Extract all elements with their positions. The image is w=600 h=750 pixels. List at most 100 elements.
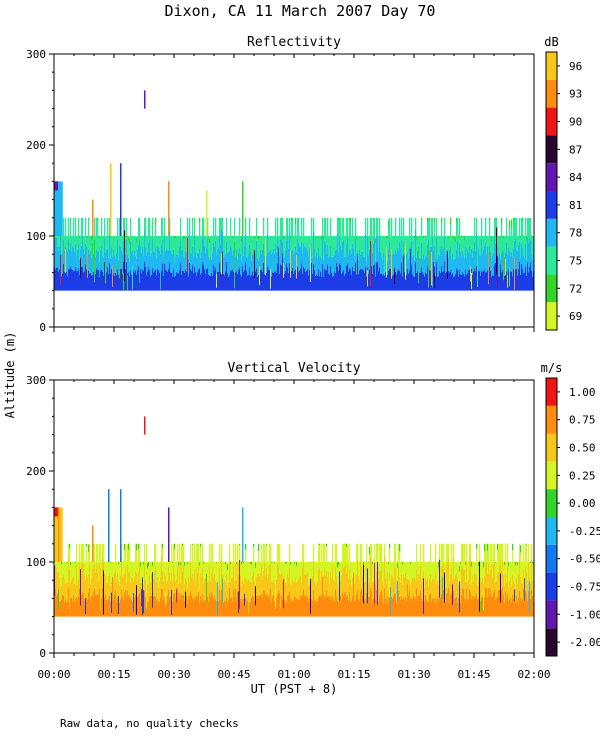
field-cell bbox=[269, 251, 271, 270]
field-cell bbox=[91, 595, 93, 617]
field-cell bbox=[510, 236, 512, 257]
field-cell bbox=[375, 599, 377, 617]
field-cell bbox=[288, 248, 290, 274]
field-cell bbox=[185, 269, 187, 291]
field-cell bbox=[335, 589, 337, 617]
field-cell bbox=[441, 222, 443, 247]
field-cell bbox=[75, 217, 77, 220]
field-cell bbox=[396, 274, 398, 291]
field-cell bbox=[223, 257, 225, 275]
field-cell bbox=[165, 236, 167, 251]
field-cell bbox=[87, 236, 89, 239]
field-cell bbox=[54, 240, 56, 267]
field-cell bbox=[433, 598, 435, 617]
field-cell bbox=[502, 587, 504, 617]
field-cell bbox=[298, 271, 300, 291]
field-cell bbox=[503, 236, 505, 239]
field-cell bbox=[426, 581, 428, 601]
field-cell bbox=[353, 248, 355, 271]
field-cell bbox=[222, 595, 224, 617]
field-cell bbox=[525, 243, 527, 267]
field-cell bbox=[290, 236, 292, 240]
field-cell bbox=[467, 249, 469, 274]
field-cell bbox=[137, 269, 139, 291]
field-cell bbox=[288, 577, 290, 596]
field-cell bbox=[463, 274, 465, 291]
field-cell bbox=[119, 602, 121, 617]
field-cell bbox=[514, 240, 516, 271]
field-cell bbox=[231, 596, 233, 617]
field-cell bbox=[216, 563, 218, 583]
field-cell bbox=[518, 562, 520, 574]
field-cell bbox=[427, 266, 429, 291]
field-cell bbox=[175, 236, 177, 238]
field-cell bbox=[151, 274, 153, 291]
colorbar-swatch bbox=[546, 52, 557, 80]
field-cell bbox=[468, 598, 470, 617]
field-cell bbox=[348, 600, 350, 617]
field-cell bbox=[339, 262, 341, 291]
field-cell bbox=[345, 273, 347, 291]
field-cell bbox=[248, 254, 250, 275]
field-cell bbox=[521, 600, 523, 617]
field-cell bbox=[206, 268, 208, 291]
field-cell bbox=[194, 266, 196, 291]
field-cell bbox=[236, 236, 238, 250]
field-cell bbox=[304, 574, 306, 596]
field-cell bbox=[85, 264, 87, 291]
field-cell bbox=[116, 252, 118, 276]
field-cell bbox=[408, 579, 410, 596]
field-cell bbox=[312, 258, 314, 274]
field-cell bbox=[245, 578, 247, 599]
field-cell bbox=[271, 236, 273, 255]
field-cell bbox=[406, 562, 408, 579]
field-cell bbox=[181, 236, 183, 251]
field-cell bbox=[293, 562, 295, 582]
field-cell bbox=[86, 543, 88, 547]
field-cell bbox=[430, 246, 432, 271]
field-cell bbox=[422, 577, 424, 601]
field-cell bbox=[149, 596, 151, 617]
field-cell bbox=[388, 220, 390, 228]
field-cell bbox=[168, 268, 170, 291]
field-cell bbox=[501, 253, 503, 273]
field-cell bbox=[230, 218, 232, 247]
field-cell bbox=[187, 217, 189, 242]
field-cell bbox=[452, 273, 454, 291]
field-cell bbox=[159, 236, 161, 251]
field-cell bbox=[200, 546, 202, 573]
field-cell bbox=[441, 594, 443, 617]
field-cell bbox=[485, 562, 487, 588]
field-cell bbox=[297, 238, 299, 267]
field-cell bbox=[319, 545, 321, 568]
field-cell bbox=[247, 257, 249, 276]
field-cell bbox=[358, 260, 360, 275]
field-cell bbox=[227, 569, 229, 588]
field-cell bbox=[521, 243, 523, 264]
field-cell bbox=[131, 236, 133, 252]
colorbar-label: 0.50 bbox=[569, 442, 596, 455]
field-cell bbox=[498, 276, 500, 291]
field-cell bbox=[255, 600, 257, 617]
field-cell bbox=[146, 236, 148, 256]
field-cell bbox=[202, 262, 204, 291]
field-cell bbox=[186, 236, 188, 253]
field-cell bbox=[208, 601, 210, 617]
field-cell bbox=[124, 550, 126, 574]
field-cell bbox=[361, 236, 363, 252]
field-cell bbox=[412, 236, 414, 257]
field-cell bbox=[169, 572, 171, 598]
field-cell bbox=[332, 543, 334, 566]
field-cell bbox=[246, 562, 248, 582]
field-cell bbox=[90, 272, 92, 291]
field-cell bbox=[524, 272, 526, 291]
field-cell bbox=[513, 562, 515, 582]
field-cell bbox=[344, 544, 346, 567]
field-cell bbox=[389, 268, 391, 291]
field-cell bbox=[120, 268, 122, 291]
field-cell bbox=[58, 562, 60, 572]
field-cell bbox=[240, 598, 242, 617]
data-spike bbox=[108, 489, 110, 562]
field-cell bbox=[355, 599, 357, 617]
field-cell bbox=[75, 562, 77, 564]
